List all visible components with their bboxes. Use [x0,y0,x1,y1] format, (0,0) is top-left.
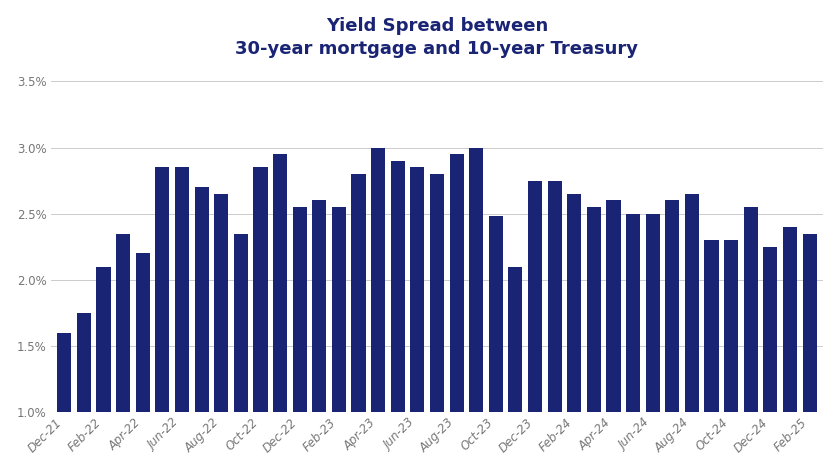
Bar [155,168,170,472]
Bar [410,168,424,472]
Bar [783,227,797,472]
Bar [802,234,816,472]
Bar [332,207,346,472]
Bar [508,267,522,472]
Bar [234,234,248,472]
Bar [705,240,718,472]
Bar [724,240,738,472]
Bar [626,214,640,472]
Bar [764,247,778,472]
Bar [175,168,189,472]
Bar [665,201,680,472]
Bar [273,154,287,472]
Bar [116,234,130,472]
Bar [371,148,386,472]
Bar [136,253,150,472]
Bar [292,207,307,472]
Bar [312,201,327,472]
Bar [214,194,228,472]
Bar [469,148,483,472]
Bar [57,333,71,472]
Bar [489,216,503,472]
Bar [606,201,621,472]
Title: Yield Spread between
30-year mortgage and 10-year Treasury: Yield Spread between 30-year mortgage an… [235,17,638,58]
Bar [587,207,601,472]
Bar [430,174,444,472]
Bar [528,181,542,472]
Bar [254,168,267,472]
Bar [743,207,758,472]
Bar [646,214,659,472]
Bar [391,161,405,472]
Bar [351,174,365,472]
Bar [567,194,581,472]
Bar [97,267,111,472]
Bar [195,187,208,472]
Bar [685,194,699,472]
Bar [548,181,562,472]
Bar [77,313,91,472]
Bar [449,154,464,472]
